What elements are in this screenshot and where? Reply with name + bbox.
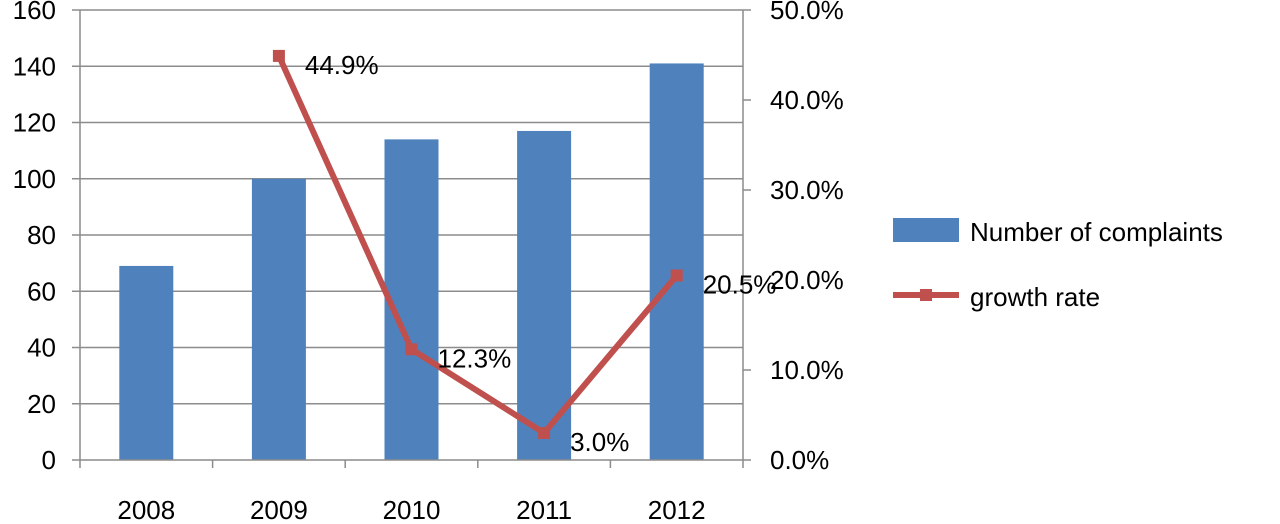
left-tick-label: 140 [13,51,56,81]
legend-swatch-bar [893,218,959,242]
right-tick-label: 0.0% [770,445,829,475]
right-tick-label: 20.0% [770,265,844,295]
left-tick-label: 100 [13,164,56,194]
line-series: 44.9% 12.3% 3.0% 20.5% [272,49,777,457]
growth-rate-marker [405,343,418,356]
growth-rate-marker [538,427,551,439]
left-tick-label: 60 [27,276,56,306]
growth-rate-data-label: 20.5% [703,270,777,300]
growth-rate-data-label: 44.9% [305,50,379,80]
left-tick-label: 20 [27,389,56,419]
growth-rate-marker [670,269,683,282]
bar [251,178,306,460]
legend: Number of complaints growth rate [893,217,1223,312]
x-tick-label: 2010 [383,495,441,524]
legend-swatch-marker [920,289,932,301]
bar [119,265,174,460]
bar [384,139,439,460]
left-tick-label: 40 [27,333,56,363]
legend-label-bar: Number of complaints [970,217,1223,247]
growth-rate-line [276,54,679,436]
left-tick-label: 120 [13,108,56,138]
growth-rate-data-label: 12.3% [438,343,512,373]
right-tick-label: 50.0% [770,0,844,25]
tick-labels: 0 20 40 60 80 100 120 140 160 0.0% 10.0% 20.0% 30.0%… [13,0,844,524]
growth-rate-marker [272,49,285,62]
right-tick-label: 30.0% [770,175,844,205]
right-tick-label: 40.0% [770,85,844,115]
bar-series [119,63,704,460]
legend-label-line: growth rate [970,282,1100,312]
axes [72,9,751,468]
x-tick-label: 2009 [250,495,308,524]
left-tick-label: 80 [27,220,56,250]
left-tick-label: 160 [13,0,56,25]
left-tick-label: 0 [42,445,56,475]
x-tick-label: 2011 [516,495,572,524]
bar [649,63,704,460]
x-tick-label: 2008 [117,495,175,524]
bar [517,130,572,460]
growth-rate-data-label: 3.0% [570,427,629,457]
x-tick-label: 2012 [648,495,706,524]
right-tick-label: 10.0% [770,355,844,385]
